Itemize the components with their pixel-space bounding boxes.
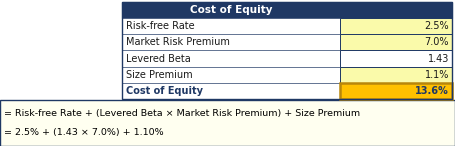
FancyBboxPatch shape — [340, 34, 452, 50]
Text: Levered Beta: Levered Beta — [126, 53, 191, 64]
Text: = Risk-free Rate + (Levered Beta × Market Risk Premium) + Size Premium: = Risk-free Rate + (Levered Beta × Marke… — [4, 109, 360, 118]
FancyBboxPatch shape — [340, 18, 452, 34]
Text: 7.0%: 7.0% — [425, 37, 449, 47]
Text: 1.1%: 1.1% — [425, 70, 449, 80]
FancyBboxPatch shape — [340, 67, 452, 83]
FancyBboxPatch shape — [122, 67, 340, 83]
FancyBboxPatch shape — [0, 100, 455, 146]
Text: = 2.5% + (1.43 × 7.0%) + 1.10%: = 2.5% + (1.43 × 7.0%) + 1.10% — [4, 128, 164, 137]
Text: 13.6%: 13.6% — [415, 86, 449, 96]
Text: Cost of Equity: Cost of Equity — [190, 5, 272, 15]
FancyBboxPatch shape — [340, 50, 452, 67]
FancyBboxPatch shape — [340, 83, 452, 99]
Text: Risk-free Rate: Risk-free Rate — [126, 21, 195, 31]
FancyBboxPatch shape — [122, 50, 340, 67]
FancyBboxPatch shape — [122, 18, 340, 34]
Text: Size Premium: Size Premium — [126, 70, 192, 80]
Text: 2.5%: 2.5% — [425, 21, 449, 31]
FancyBboxPatch shape — [122, 34, 340, 50]
Text: Cost of Equity: Cost of Equity — [126, 86, 203, 96]
FancyBboxPatch shape — [122, 83, 340, 99]
Text: Market Risk Premium: Market Risk Premium — [126, 37, 230, 47]
Text: 1.43: 1.43 — [428, 53, 449, 64]
FancyBboxPatch shape — [122, 2, 452, 18]
